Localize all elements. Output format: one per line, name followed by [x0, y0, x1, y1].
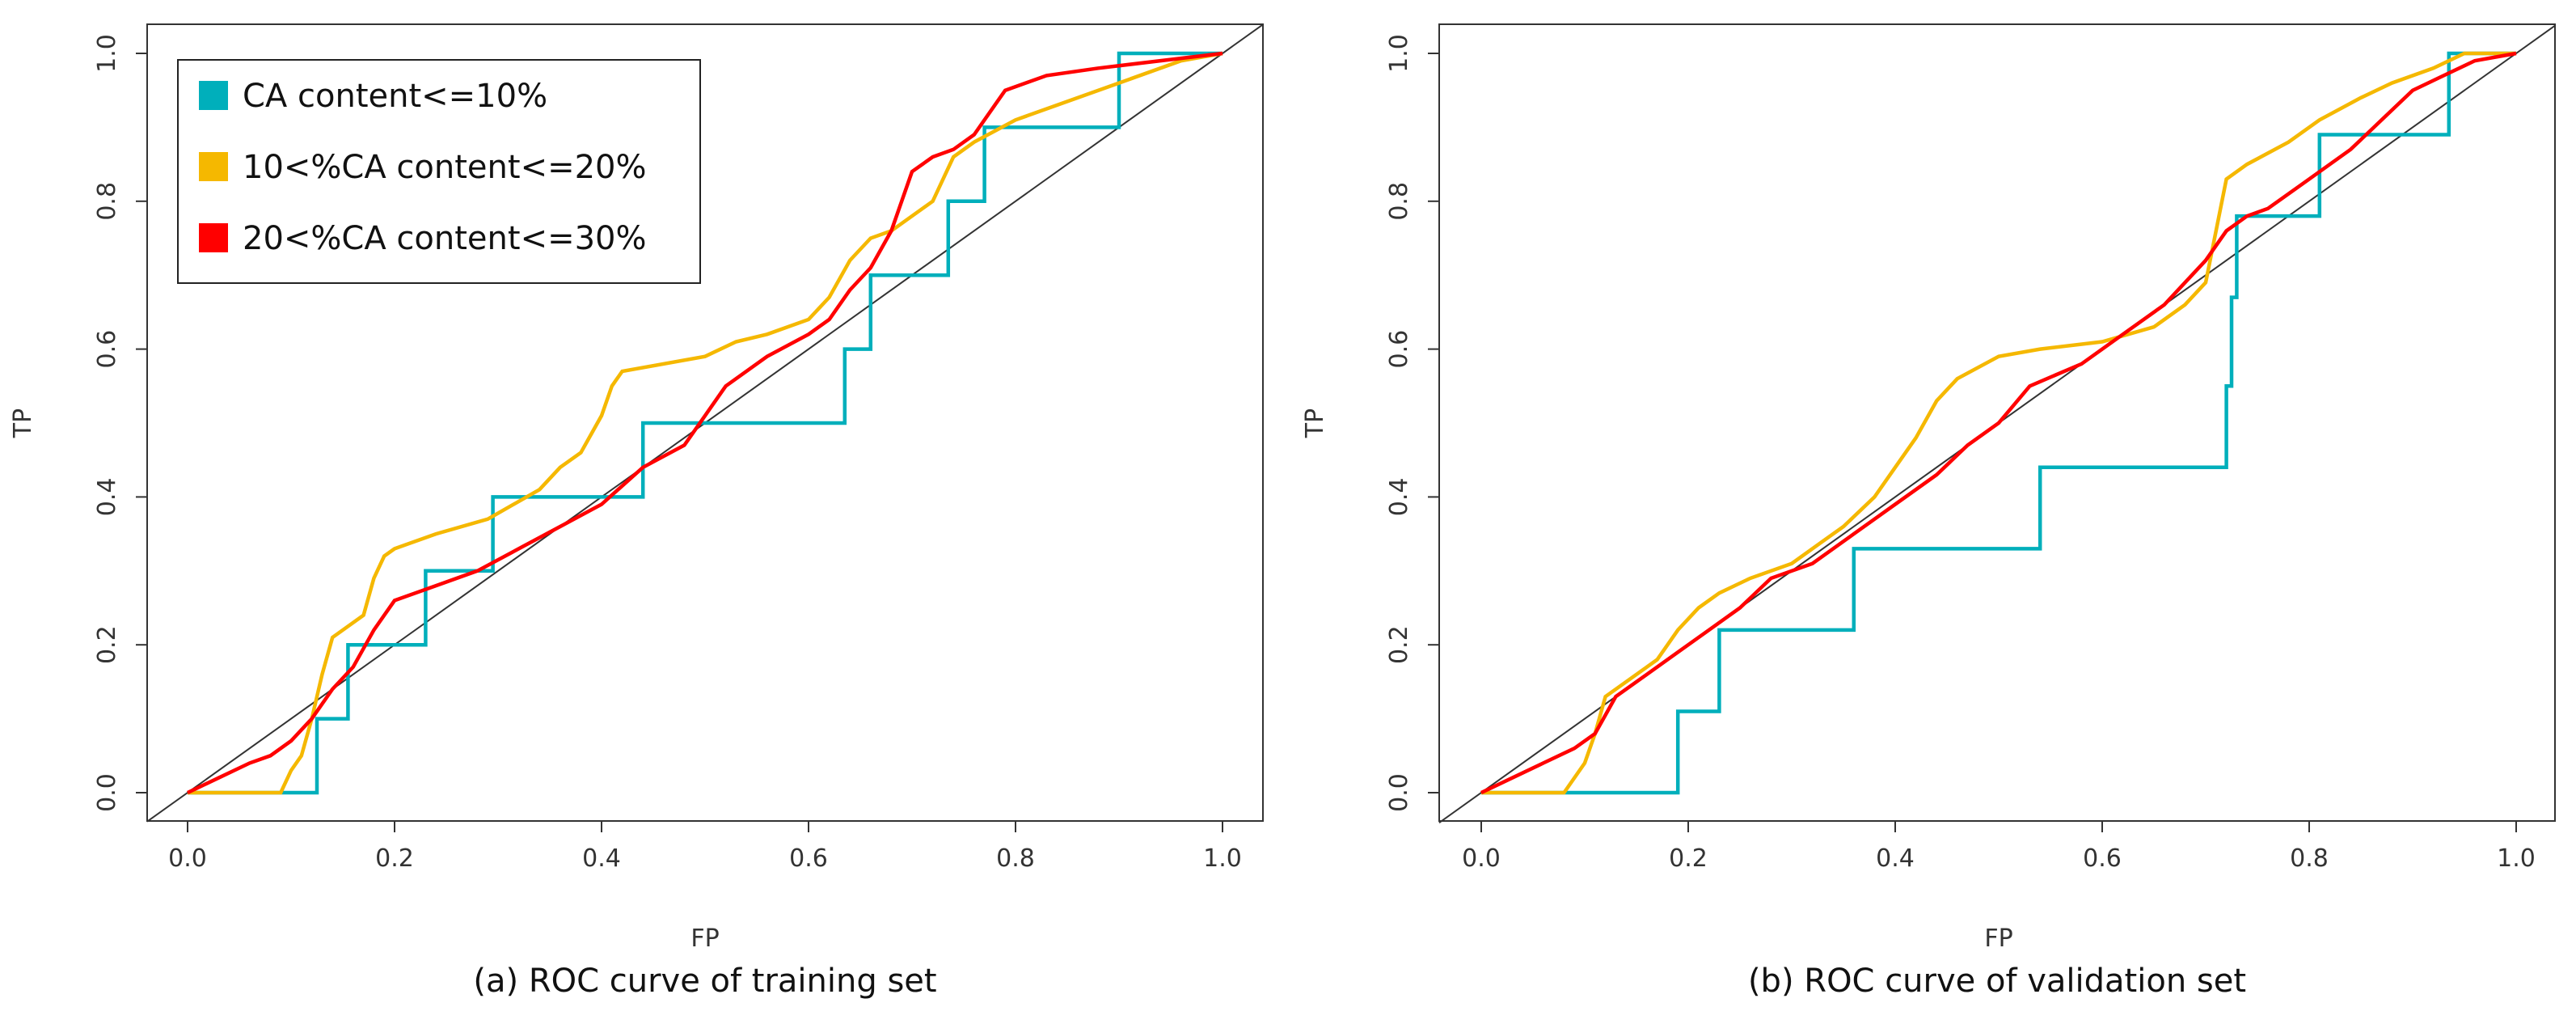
y-tick-label: 0.6	[1385, 330, 1413, 369]
roc-series-ca-20-30	[1480, 51, 2517, 795]
legend-swatch	[199, 152, 228, 181]
x-tick-label: 1.0	[2497, 844, 2536, 873]
y-tick-label: 0.6	[93, 330, 121, 369]
x-tick-label: 0.2	[1669, 844, 1708, 873]
roc-series-ca-10-20	[1481, 51, 2516, 795]
legend-box	[177, 59, 701, 284]
roc-series-ca-20-30	[187, 51, 1223, 795]
y-tick-label: 0.4	[93, 478, 121, 517]
x-axis-label: FP	[690, 925, 719, 953]
x-tick-label: 0.0	[1462, 844, 1501, 873]
y-tick-label: 0.2	[1385, 625, 1413, 664]
legend-label: 10<%CA content<=20%	[243, 149, 647, 186]
plot-frame	[1438, 23, 2556, 822]
x-tick-label: 0.0	[168, 844, 207, 873]
x-tick-label: 0.6	[789, 844, 828, 873]
x-axis-label: FP	[1984, 925, 2012, 953]
legend-swatch	[199, 81, 228, 110]
y-axis-label: TP	[1301, 408, 1329, 438]
legend-label: 20<%CA content<=30%	[243, 220, 647, 257]
x-tick-label: 0.6	[2083, 844, 2122, 873]
x-tick-label: 0.2	[375, 844, 414, 873]
y-tick-label: 0.8	[1385, 182, 1413, 221]
y-tick-label: 0.2	[93, 625, 121, 664]
roc-series-ca-le-10	[188, 51, 1223, 795]
y-axis-label: TP	[9, 408, 37, 438]
roc-series-ca-le-10	[1481, 51, 2516, 795]
chart-caption: (b) ROC curve of validation set	[1748, 963, 2246, 1000]
roc-series-ca-10-20	[188, 51, 1223, 795]
x-tick-label: 1.0	[1203, 844, 1242, 873]
chart-caption: (a) ROC curve of training set	[473, 963, 936, 1000]
x-tick-label: 0.4	[1876, 844, 1915, 873]
x-tick-label: 0.4	[582, 844, 621, 873]
plot-frame	[146, 23, 1264, 822]
y-tick-label: 1.0	[93, 34, 121, 73]
x-tick-label: 0.8	[2290, 844, 2329, 873]
panel-training: 0.0 0.2 0.4 0.6 0.8 1.0 0.0 0.2 0.4 0.6 0.8 1.0 FP TP…	[9, 23, 1264, 1000]
legend-label: CA content<=10%	[243, 78, 547, 115]
panel-validation: 0.0 0.2 0.4 0.6 0.8 1.0 0.0 0.2 0.4 0.6 0.8 1.0 FP TP…	[1301, 23, 2556, 1000]
y-tick-label: 0.4	[1385, 478, 1413, 517]
y-tick-label: 1.0	[1385, 34, 1413, 73]
legend: CA content<=10% 10<%CA content<=20% 20<%CA…	[177, 59, 701, 284]
y-tick-label: 0.0	[93, 773, 121, 812]
legend-swatch	[199, 223, 228, 252]
y-tick-label: 0.0	[1385, 773, 1413, 812]
y-tick-label: 0.8	[93, 182, 121, 221]
x-tick-label: 0.8	[996, 844, 1035, 873]
